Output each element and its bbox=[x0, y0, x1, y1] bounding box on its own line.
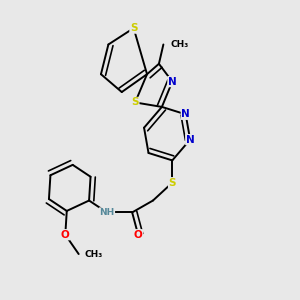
Text: N: N bbox=[168, 76, 177, 87]
Text: CH₃: CH₃ bbox=[171, 40, 189, 49]
Text: S: S bbox=[131, 98, 139, 107]
Text: N: N bbox=[186, 135, 194, 145]
Text: NH: NH bbox=[99, 208, 115, 217]
Text: S: S bbox=[130, 23, 137, 33]
Text: O: O bbox=[134, 230, 142, 240]
Text: O: O bbox=[61, 230, 70, 240]
Text: CH₃: CH₃ bbox=[85, 250, 103, 259]
Text: N: N bbox=[181, 109, 190, 119]
Text: S: S bbox=[169, 178, 176, 188]
